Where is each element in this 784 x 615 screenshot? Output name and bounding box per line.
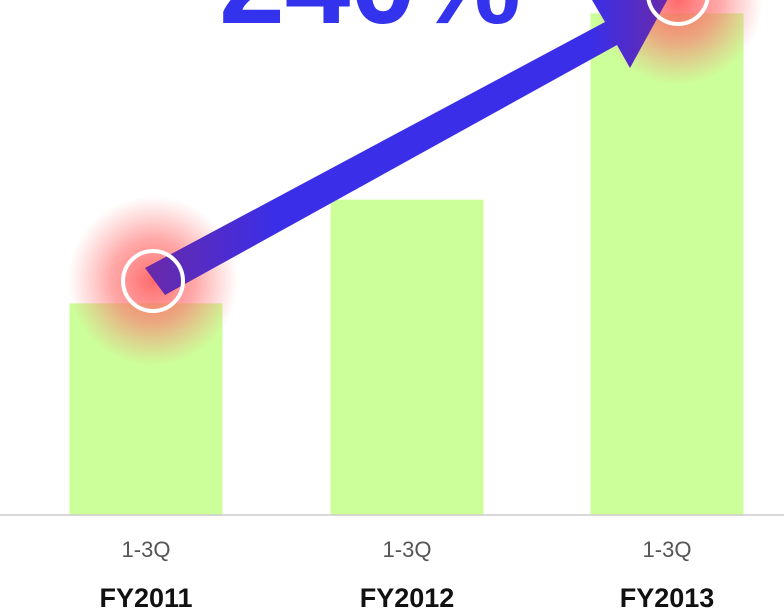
x-tick-label: FY2011 [99,583,192,613]
glow [68,196,238,366]
bar [330,199,484,515]
marker-circle [121,249,185,313]
x-sublabel: 1-3Q [122,537,171,562]
marker-circle [646,0,710,26]
x-sublabel: 1-3Q [643,537,692,562]
x-tick-label: FY2013 [620,583,715,613]
bar [590,13,744,515]
x-tick-label: FY2012 [360,583,455,613]
arrow [145,0,668,295]
x-sublabel: 1-3Q [383,537,432,562]
annotation: 240% [219,0,521,49]
